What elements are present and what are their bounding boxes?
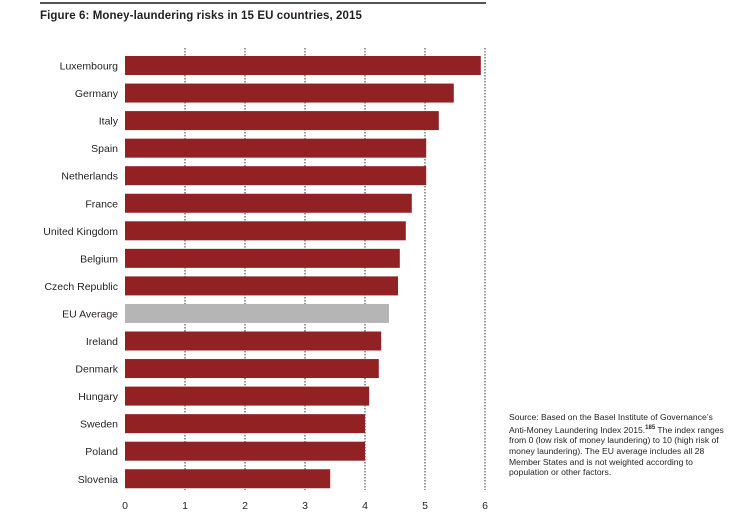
bar-ireland bbox=[125, 331, 382, 351]
x-tick-label: 3 bbox=[302, 500, 308, 512]
x-tick-label: 4 bbox=[362, 500, 368, 512]
category-label: Denmark bbox=[75, 364, 118, 376]
category-label: United Kingdom bbox=[43, 226, 118, 238]
category-label: Ireland bbox=[86, 336, 118, 348]
category-label: France bbox=[85, 198, 118, 210]
category-label: Italy bbox=[99, 116, 119, 128]
x-tick-label: 2 bbox=[242, 500, 248, 512]
bar-poland bbox=[125, 441, 365, 461]
category-label: Spain bbox=[91, 143, 118, 155]
x-tick-label: 0 bbox=[122, 500, 128, 512]
bars bbox=[125, 56, 481, 489]
source-text: Source: Based on the Basel Institute of … bbox=[509, 412, 713, 435]
category-label: Slovenia bbox=[78, 474, 118, 486]
x-tick-label: 6 bbox=[482, 500, 488, 512]
bar-france bbox=[125, 193, 412, 213]
bar-luxembourg bbox=[125, 56, 481, 75]
category-label: Luxembourg bbox=[60, 61, 119, 73]
bar-germany bbox=[125, 83, 454, 103]
category-labels: Luxembourg Germany Italy Spain Netherlands Fr… bbox=[43, 61, 118, 486]
category-label: Poland bbox=[85, 446, 118, 458]
category-label: EU Average bbox=[62, 308, 118, 320]
figure-title: Figure 6: Money-laundering risks in 15 E… bbox=[40, 10, 363, 22]
x-tick-labels: 0 1 2 3 4 5 6 bbox=[122, 500, 488, 512]
source-note: Source: Based on the Basel Institute of … bbox=[509, 412, 724, 478]
bar-spain bbox=[125, 138, 427, 158]
category-label: Czech Republic bbox=[44, 281, 118, 293]
top-rule bbox=[40, 2, 486, 4]
category-label: Sweden bbox=[80, 419, 118, 431]
bar-czech-republic bbox=[125, 276, 398, 296]
source-text-cont: The index ranges from 0 (low risk of mon… bbox=[509, 424, 724, 478]
category-label: Netherlands bbox=[61, 171, 118, 183]
x-tick-label: 5 bbox=[422, 500, 428, 512]
bar-netherlands bbox=[125, 166, 427, 186]
bar-united-kingdom bbox=[125, 221, 406, 241]
bar-italy bbox=[125, 111, 439, 131]
bar-slovenia bbox=[125, 469, 331, 489]
bar-eu-average bbox=[125, 303, 389, 323]
x-tick-label: 1 bbox=[182, 500, 188, 512]
category-label: Belgium bbox=[80, 253, 118, 265]
footnote-ref: 185 bbox=[645, 424, 656, 431]
bar-hungary bbox=[125, 386, 370, 406]
bar-belgium bbox=[125, 248, 400, 268]
bar-denmark bbox=[125, 359, 379, 379]
category-label: Hungary bbox=[78, 391, 118, 403]
category-label: Germany bbox=[75, 88, 119, 100]
bar-sweden bbox=[125, 414, 365, 434]
